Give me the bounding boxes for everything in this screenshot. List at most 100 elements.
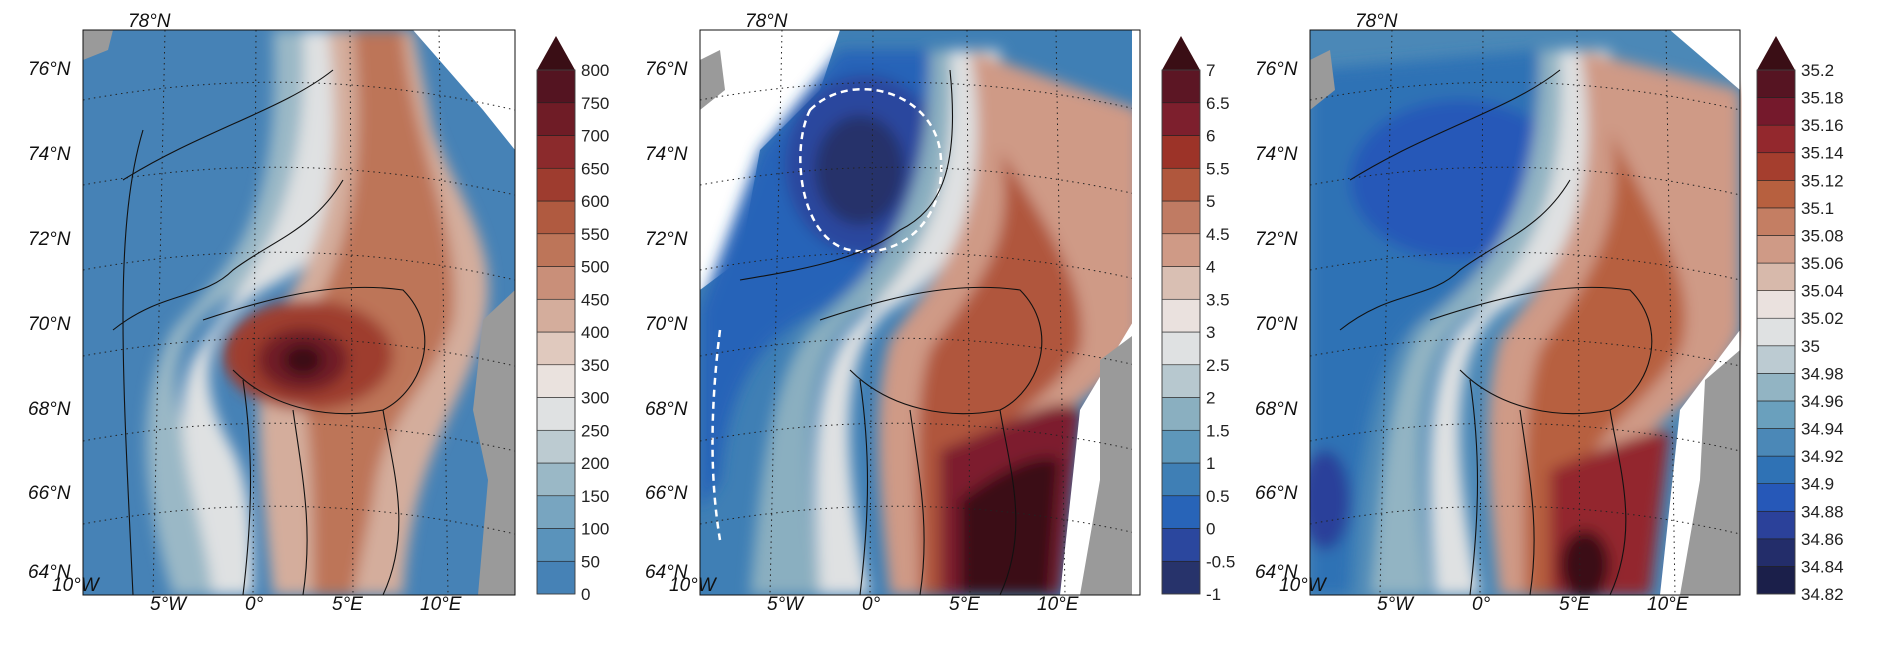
lat-label: 66°N — [1255, 483, 1298, 504]
colorbar-3: 34.82 34.84 34.86 34.88 34.9 34.92 34.94 34.96 3… — [1756, 36, 1844, 604]
colorbar-tick-label: 34.84 — [1801, 557, 1844, 576]
colorbar-tick-label: -0.5 — [1206, 552, 1235, 571]
map-panel-1 — [82, 29, 516, 596]
colorbar-segment — [1756, 290, 1796, 319]
colorbar-tick-label: 34.94 — [1801, 420, 1844, 439]
colorbar-tick-label: 5.5 — [1206, 159, 1230, 178]
colorbar-segment — [536, 560, 576, 595]
lat-label: 76°N — [1255, 59, 1298, 80]
colorbar-tick-label: 200 — [581, 454, 609, 473]
colorbar-segment — [1756, 566, 1796, 595]
colorbar-segment — [1756, 207, 1796, 236]
colorbar-segment — [1756, 483, 1796, 512]
colorbar-segment — [536, 429, 576, 464]
lon-label: 10°E — [1647, 594, 1689, 615]
colorbar-segment — [1161, 102, 1201, 136]
lat-label: 78°N — [745, 11, 788, 32]
colorbar-tick-label: 34.92 — [1801, 447, 1844, 466]
colorbar-tick-label: 6.5 — [1206, 94, 1230, 113]
lon-label: 5°E — [949, 594, 980, 615]
lat-label: 70°N — [645, 314, 688, 335]
colorbar-tick-label: 35.2 — [1801, 61, 1834, 80]
colorbar-tick-label: 500 — [581, 258, 609, 277]
lat-label: 78°N — [1355, 11, 1398, 32]
colorbar-1: 0 50 100 150 200 250 300 350 400 450 500 550 600 650 7… — [536, 36, 609, 604]
colorbar-tick-label: 34.82 — [1801, 585, 1844, 604]
axis-labels: 78°N76°N74°N72°N70°N68°N66°N64°N10°W5°W 0… — [28, 11, 1689, 615]
colorbar-tick-label: 150 — [581, 487, 609, 506]
colorbar-segment — [536, 266, 576, 300]
colorbar-tick-label: 35 — [1801, 337, 1820, 356]
colorbar-segment — [536, 364, 576, 398]
colorbar-frame — [536, 69, 576, 595]
colorbar-tick-label: 750 — [581, 94, 609, 113]
colorbar-segment — [1161, 135, 1201, 169]
lat-label: 66°N — [645, 483, 688, 504]
colorbar-tick-label: 5 — [1206, 192, 1215, 211]
lon-label: 10°E — [420, 594, 462, 615]
colorbar-segment — [1756, 124, 1796, 154]
lat-label: 68°N — [645, 399, 688, 420]
colorbar-tick-label: 0 — [581, 585, 590, 604]
colorbar-segment — [1161, 528, 1201, 562]
colorbar-tick-label: 35.06 — [1801, 254, 1844, 273]
colorbar-tick-label: 35.18 — [1801, 89, 1844, 108]
colorbar-tick-label: 6 — [1206, 127, 1215, 146]
lat-label: 70°N — [28, 314, 71, 335]
lon-label: 10°W — [1279, 575, 1328, 596]
colorbar-segment — [536, 200, 576, 235]
lat-label: 74°N — [28, 144, 71, 165]
colorbar-frame — [1161, 69, 1201, 595]
colorbar-segment — [536, 397, 576, 431]
colorbar-tick-label: 1 — [1206, 454, 1215, 473]
colorbar-segment — [1161, 69, 1201, 104]
colorbar-tick-label: 0 — [1206, 520, 1215, 539]
colorbar-segment — [1756, 428, 1796, 457]
colorbar-frame — [1756, 69, 1796, 595]
colorbar-segment — [536, 69, 576, 104]
colorbar-tick-label: 35.08 — [1801, 226, 1844, 245]
colorbar-segment — [536, 528, 576, 562]
colorbar-2: -1 -0.5 0 0.5 1 1.5 2 2.5 3 3.5 4 4.5 5 5.5 6 6.5 7 — [1161, 36, 1235, 604]
colorbar-tick-label: 3.5 — [1206, 290, 1230, 309]
lat-label: 64°N — [645, 562, 688, 583]
colorbar-tick-label: 600 — [581, 192, 609, 211]
lon-label: 0° — [245, 594, 264, 615]
colorbar-tick-label: -1 — [1206, 585, 1221, 604]
lon-label: 10°W — [669, 575, 718, 596]
colorbar-tick-label: 800 — [581, 61, 609, 80]
colorbar-segment — [1756, 180, 1796, 209]
colorbar-segment — [1756, 373, 1796, 402]
colorbar-segment — [536, 102, 576, 136]
lon-label: 5°E — [1559, 594, 1590, 615]
colorbar-segment — [1161, 233, 1201, 267]
lat-label: 72°N — [28, 229, 71, 250]
colorbar-tick-label: 100 — [581, 520, 609, 539]
map-panel-3 — [1309, 29, 1741, 596]
colorbar-tick-label: 1.5 — [1206, 421, 1230, 440]
lon-label: 5°E — [332, 594, 363, 615]
lat-label: 74°N — [645, 144, 688, 165]
lat-label: 72°N — [1255, 229, 1298, 250]
colorbar-segment — [1161, 167, 1201, 202]
lon-label: 5°W — [150, 594, 188, 615]
colorbar-segment — [1756, 97, 1796, 126]
colorbar-segment — [536, 233, 576, 267]
colorbar-tick-label: 35.1 — [1801, 199, 1834, 218]
colorbar-tick-label: 50 — [581, 552, 600, 571]
colorbar-segment — [1161, 200, 1201, 235]
colorbar-extend-triangle — [1757, 36, 1795, 70]
colorbar-tick-label: 35.02 — [1801, 309, 1844, 328]
colorbar-tick-label: 34.96 — [1801, 392, 1844, 411]
lon-label: 5°W — [767, 594, 805, 615]
colorbar-tick-label: 450 — [581, 290, 609, 309]
colorbar-tick-label: 700 — [581, 127, 609, 146]
colorbar-segment — [1161, 298, 1201, 333]
colorbar-tick-label: 7 — [1206, 61, 1215, 80]
lat-label: 66°N — [28, 483, 71, 504]
colorbar-tick-label: 0.5 — [1206, 487, 1230, 506]
lat-label: 72°N — [645, 229, 688, 250]
colorbar-tick-label: 250 — [581, 421, 609, 440]
colorbar-tick-label: 400 — [581, 323, 609, 342]
colorbar-tick-label: 550 — [581, 225, 609, 244]
